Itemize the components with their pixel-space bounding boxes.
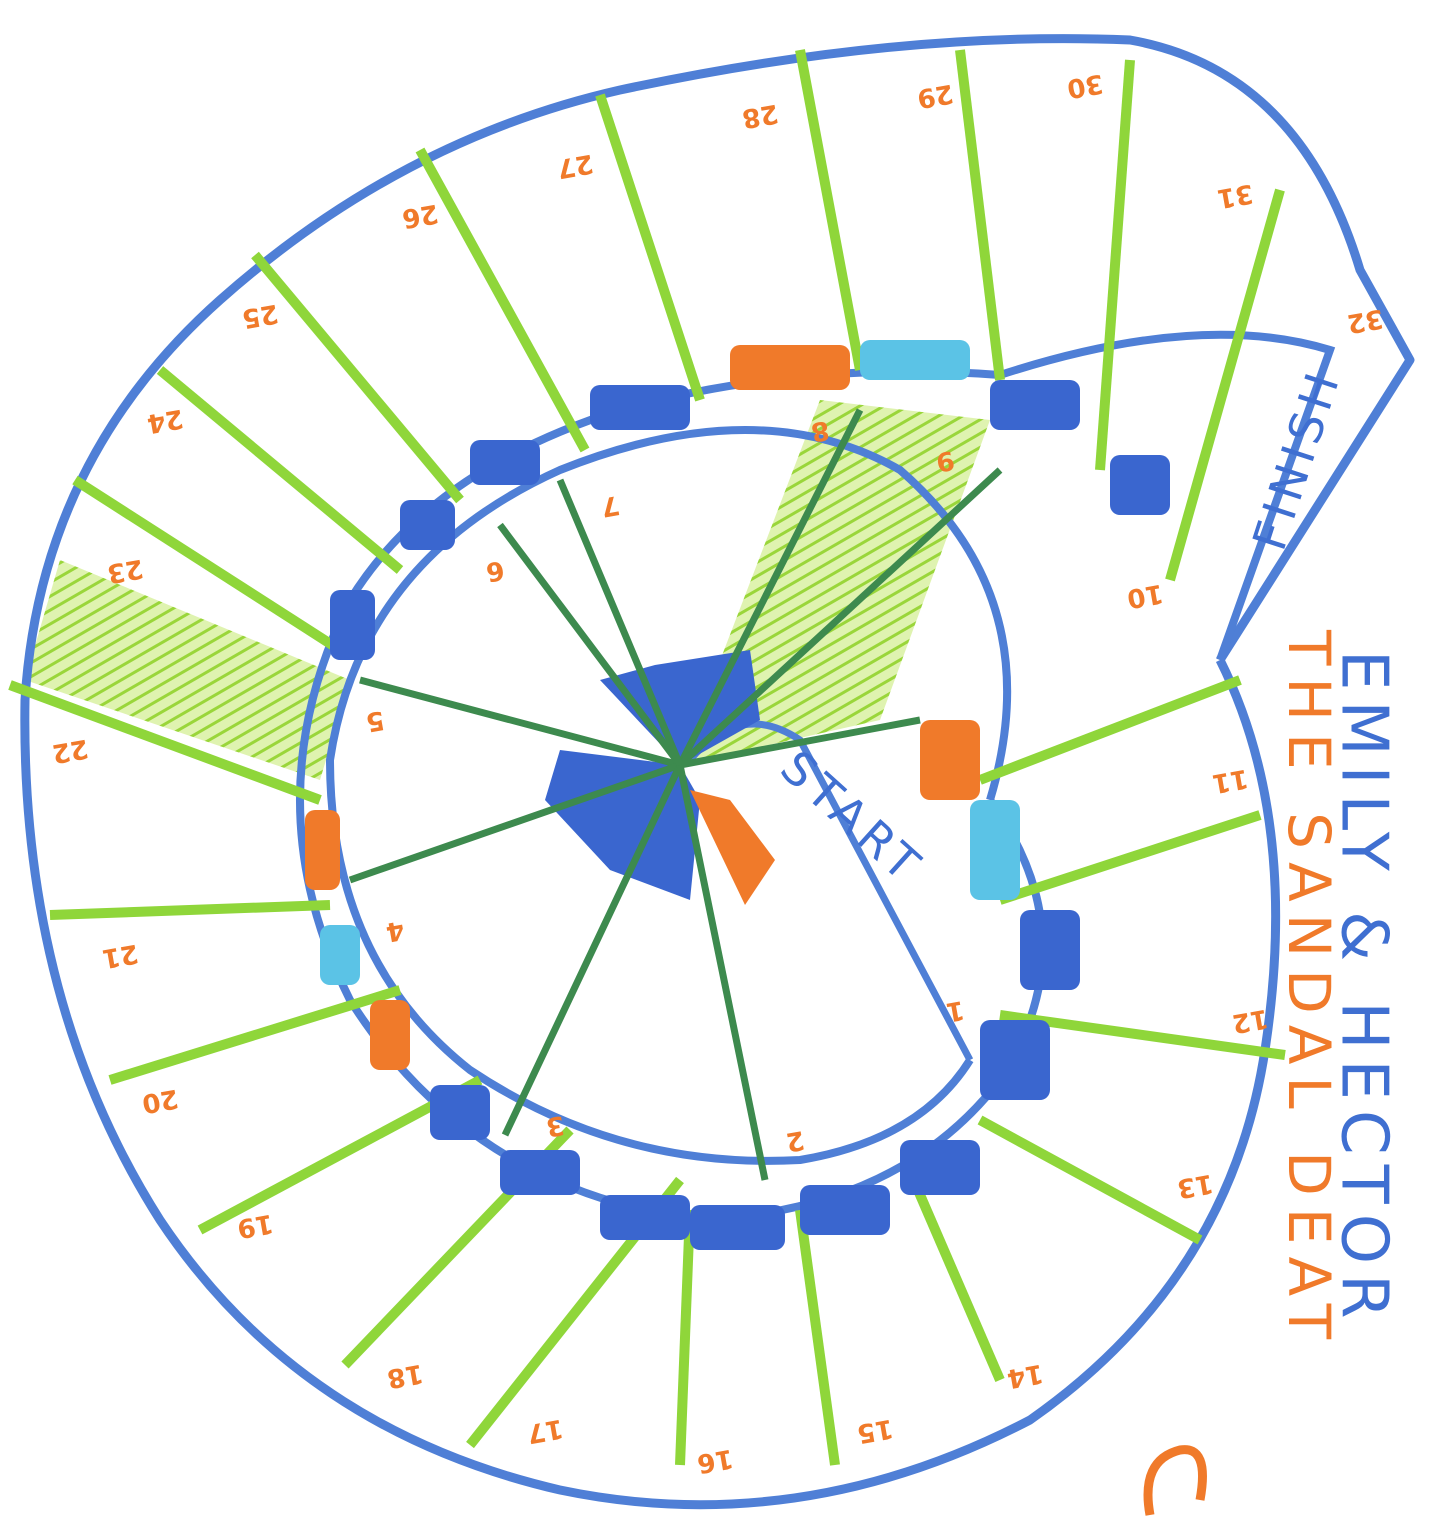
- inner-divider: [359, 676, 681, 769]
- space-number: 12: [1230, 1003, 1271, 1039]
- ring-block: [980, 1020, 1050, 1100]
- ring-block: [400, 500, 455, 550]
- divider: [978, 675, 1242, 785]
- inner-boundary: [325, 426, 1012, 1165]
- ring-block: [590, 385, 690, 430]
- space-number: 5: [364, 704, 387, 737]
- outer-boundary: [20, 34, 1415, 1510]
- subtitle: THE SANDAL DEAT: [1275, 629, 1343, 1351]
- inner-divider: [497, 522, 683, 768]
- space-number: 1: [944, 994, 967, 1027]
- space-number: 8: [809, 414, 832, 447]
- title: EMILY & HECTOR: [1326, 650, 1400, 1329]
- space-number: 11: [1210, 763, 1251, 799]
- divider: [108, 985, 402, 1085]
- space-number: 24: [145, 403, 186, 439]
- divider: [955, 49, 1005, 381]
- divider: [977, 1115, 1203, 1245]
- ring-block: [305, 810, 340, 890]
- ring-block: [1020, 910, 1080, 990]
- space-number: 26: [400, 198, 441, 234]
- space-number: 25: [240, 298, 281, 334]
- inner-divider: [676, 764, 769, 1181]
- ring-block: [600, 1195, 690, 1240]
- ring-block: [1110, 455, 1170, 515]
- divider: [595, 93, 705, 402]
- space-number: 21: [100, 938, 141, 974]
- ring-block: [430, 1085, 490, 1140]
- space-number: 16: [695, 1443, 736, 1479]
- ring-block: [470, 440, 540, 485]
- space-number: 18: [385, 1358, 426, 1394]
- space-number: 10: [1125, 578, 1166, 614]
- divider: [900, 1158, 1005, 1382]
- space-number: 6: [484, 554, 507, 587]
- ring-block: [730, 345, 850, 390]
- finish-label: FINISH: [1242, 361, 1351, 556]
- divider: [251, 251, 464, 504]
- space-number: 17: [525, 1413, 566, 1449]
- ring-block: [920, 720, 980, 800]
- divider: [8, 680, 322, 805]
- divider: [999, 1010, 1286, 1060]
- hub: [545, 750, 700, 900]
- space-number: 30: [1065, 68, 1106, 104]
- space-number: 28: [740, 98, 781, 134]
- divider: [795, 1209, 840, 1466]
- space-number: 3: [544, 1109, 567, 1142]
- inner-divider: [677, 467, 1003, 768]
- ring-block: [690, 1205, 785, 1250]
- inner-divider: [348, 761, 682, 884]
- divider: [49, 900, 331, 920]
- divider: [72, 475, 343, 655]
- divider: [795, 49, 865, 371]
- space-number: 22: [50, 733, 91, 769]
- ring-block: [860, 340, 970, 380]
- ring-block: [800, 1185, 890, 1235]
- hatched-zone: [680, 400, 990, 765]
- divider: [415, 147, 590, 453]
- ring-block: [500, 1150, 580, 1195]
- space-number: 29: [915, 78, 956, 114]
- space-number: 32: [1345, 303, 1386, 339]
- divider: [675, 1209, 695, 1466]
- space-number: 27: [555, 148, 596, 184]
- divider: [1095, 59, 1135, 471]
- hub-orange: [690, 790, 775, 905]
- inner-divider: [676, 408, 864, 767]
- space-number: 15: [855, 1413, 896, 1449]
- divider: [998, 810, 1262, 905]
- space-number: 23: [105, 553, 146, 589]
- space-number: 4: [384, 914, 407, 947]
- hatched-zone: [25, 560, 350, 780]
- space-number: 14: [1005, 1358, 1046, 1394]
- ring-block: [320, 925, 360, 985]
- divider: [1165, 188, 1285, 582]
- ring-block: [370, 1000, 410, 1070]
- ring-block: [900, 1140, 980, 1195]
- space-number: 7: [599, 489, 622, 522]
- inner-divider: [501, 763, 684, 1137]
- inner-divider: [679, 716, 921, 769]
- space-number: 13: [1175, 1168, 1216, 1204]
- start-label: START: [770, 740, 934, 895]
- ring-block: [970, 800, 1020, 900]
- space-number: 20: [140, 1083, 181, 1119]
- divider: [156, 366, 404, 574]
- ring-block: [990, 380, 1080, 430]
- space-number: 19: [235, 1208, 276, 1244]
- space-number: 9: [934, 444, 957, 477]
- doodle: [1143, 1445, 1207, 1516]
- space-number: 2: [784, 1124, 807, 1157]
- inner-divider: [556, 478, 684, 767]
- space-number: 31: [1215, 178, 1256, 214]
- ring-block: [330, 590, 375, 660]
